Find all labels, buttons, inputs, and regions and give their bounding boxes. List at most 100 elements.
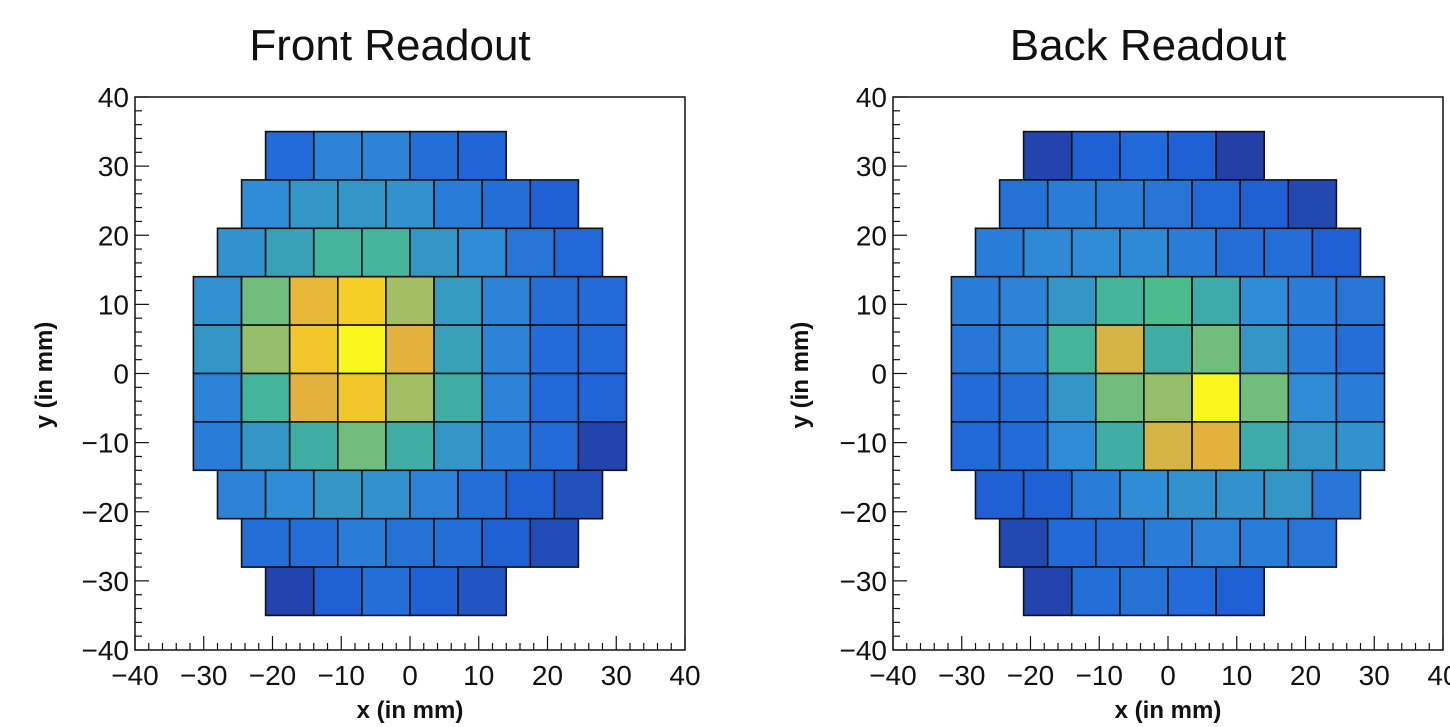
heatmap-cell — [1288, 325, 1336, 373]
y-tick-label: −30 — [840, 566, 888, 597]
heatmap-cell — [1000, 277, 1048, 325]
x-tick-label: 0 — [1160, 660, 1176, 691]
heatmap-cell — [338, 422, 386, 470]
heatmap-cell — [554, 228, 602, 276]
heatmap-cell — [1192, 325, 1240, 373]
heatmap-cell — [386, 374, 434, 422]
heatmap-cell — [554, 470, 602, 518]
heatmap-cell — [386, 422, 434, 470]
x-tick-label: 30 — [1359, 660, 1390, 691]
heatmap-cell — [1216, 228, 1264, 276]
heatmap-cell — [578, 422, 626, 470]
heatmap-cell — [290, 277, 338, 325]
heatmap-cell — [578, 277, 626, 325]
y-tick-label: 30 — [856, 151, 887, 182]
heatmap-cell — [1312, 470, 1360, 518]
heatmap-cell — [1312, 228, 1360, 276]
chart-title: Front Readout — [249, 21, 530, 70]
heatmap-cell — [218, 228, 266, 276]
heatmap-cell — [1000, 325, 1048, 373]
heatmap-cell — [266, 132, 314, 180]
heatmap-cell — [1216, 470, 1264, 518]
heatmap-cell — [362, 567, 410, 615]
heatmap-cell — [1048, 422, 1096, 470]
heatmap-cell — [1336, 277, 1384, 325]
y-tick-label: 20 — [98, 220, 129, 251]
heatmap-cell — [530, 325, 578, 373]
heatmap-cell — [1048, 519, 1096, 567]
heatmap-cell — [290, 180, 338, 228]
y-axis-label: y (in mm) — [787, 322, 814, 429]
heatmap-cell — [1000, 422, 1048, 470]
heatmap-cell — [338, 519, 386, 567]
heatmap-cell — [1240, 519, 1288, 567]
x-tick-label: 20 — [1290, 660, 1321, 691]
heatmap-cell — [314, 470, 362, 518]
heatmap-cell — [1144, 180, 1192, 228]
heatmap-cell — [410, 567, 458, 615]
x-tick-label: −10 — [1076, 660, 1124, 691]
heatmap-cell — [1216, 567, 1264, 615]
x-tick-label: 0 — [402, 660, 418, 691]
heatmap-cell — [951, 422, 999, 470]
heatmap-cells — [193, 132, 626, 616]
heatmap-cell — [1192, 519, 1240, 567]
heatmap-cell — [242, 519, 290, 567]
y-tick-label: −30 — [82, 566, 130, 597]
heatmap-cell — [434, 277, 482, 325]
heatmap-cell — [1336, 422, 1384, 470]
heatmap-cell — [314, 228, 362, 276]
heatmap-cell — [434, 422, 482, 470]
heatmap-cell — [1144, 325, 1192, 373]
heatmap-cell — [578, 374, 626, 422]
heatmap-cell — [1048, 374, 1096, 422]
heatmap-cell — [1336, 374, 1384, 422]
heatmap-cell — [506, 470, 554, 518]
y-tick-label: −40 — [840, 635, 888, 666]
heatmap-cell — [386, 277, 434, 325]
x-tick-label: 10 — [463, 660, 494, 691]
heatmap-cell — [242, 325, 290, 373]
heatmap-cell — [193, 422, 241, 470]
heatmap-cell — [1240, 422, 1288, 470]
heatmap-cell — [1144, 422, 1192, 470]
x-tick-label: 10 — [1221, 660, 1252, 691]
heatmap-cell — [1144, 519, 1192, 567]
heatmap-cell — [362, 132, 410, 180]
heatmap-cell — [1072, 470, 1120, 518]
x-tick-label: −20 — [1007, 660, 1055, 691]
heatmap-cell — [458, 567, 506, 615]
heatmap-cell — [1192, 422, 1240, 470]
heatmap-cell — [1072, 567, 1120, 615]
heatmap-cell — [458, 132, 506, 180]
heatmap-cell — [482, 422, 530, 470]
heatmap-cell — [1288, 277, 1336, 325]
heatmap-cell — [1168, 132, 1216, 180]
heatmap-cell — [290, 325, 338, 373]
heatmap-cell — [1096, 374, 1144, 422]
heatmap-cell — [242, 180, 290, 228]
heatmap-cell — [1072, 132, 1120, 180]
x-tick-label: −30 — [180, 660, 228, 691]
heatmap-cell — [976, 470, 1024, 518]
heatmap-cell — [1096, 180, 1144, 228]
heatmap-cell — [193, 277, 241, 325]
heatmap-cell — [1168, 567, 1216, 615]
heatmap-cell — [1120, 470, 1168, 518]
heatmap-cell — [290, 519, 338, 567]
y-tick-label: 20 — [856, 220, 887, 251]
heatmap-cell — [266, 470, 314, 518]
y-tick-label: 0 — [113, 359, 129, 390]
heatmap-cell — [1000, 180, 1048, 228]
heatmap-cell — [1072, 228, 1120, 276]
heatmap-cell — [458, 470, 506, 518]
heatmap-cell — [1024, 228, 1072, 276]
heatmap-cell — [951, 277, 999, 325]
y-axis-label: y (in mm) — [31, 322, 58, 429]
heatmap-cell — [1024, 470, 1072, 518]
heatmap-cell — [1096, 422, 1144, 470]
heatmap-cell — [434, 325, 482, 373]
heatmap-cell — [1000, 519, 1048, 567]
heatmap-cell — [1240, 277, 1288, 325]
